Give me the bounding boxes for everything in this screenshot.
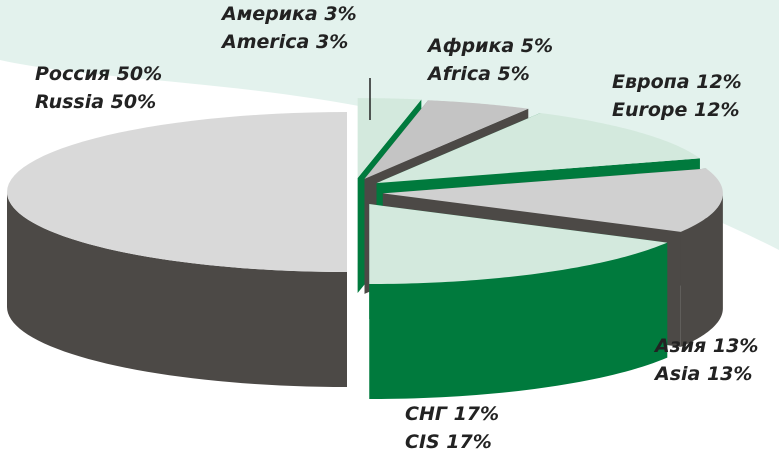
slice-label-en: Europe 12% <box>612 99 740 121</box>
slice-label-ru: Америка 3% <box>220 3 357 25</box>
labels: Россия 50% Russia 50% Америка 3% America 3%… <box>35 3 758 453</box>
slice <box>7 112 347 387</box>
slice-label-en: Asia 13% <box>653 363 752 385</box>
slice-side <box>7 192 347 387</box>
slice-label-ru: Россия 50% <box>35 63 162 85</box>
background-band <box>0 0 779 250</box>
pie <box>7 98 723 400</box>
slice-label-en: Russia 50% <box>35 91 156 113</box>
slice-label-en: Africa 5% <box>426 63 530 85</box>
slice-top <box>376 112 700 184</box>
slice-label-ru: СНГ 17% <box>405 403 499 425</box>
slice <box>369 204 668 400</box>
slice-label-ru: Африка 5% <box>426 35 553 57</box>
slice-top <box>357 98 422 179</box>
slice-top <box>364 100 529 179</box>
slice-top <box>7 112 347 272</box>
slice-label-ru: Азия 13% <box>653 335 758 357</box>
slice-label-ru: Европа 12% <box>612 71 742 93</box>
slice-top <box>382 168 723 232</box>
slice-label-en: America 3% <box>220 31 348 53</box>
slice-side <box>680 193 723 347</box>
slice-label-en: CIS 17% <box>405 431 492 453</box>
slice-top <box>369 204 668 285</box>
slice-side <box>369 242 668 400</box>
